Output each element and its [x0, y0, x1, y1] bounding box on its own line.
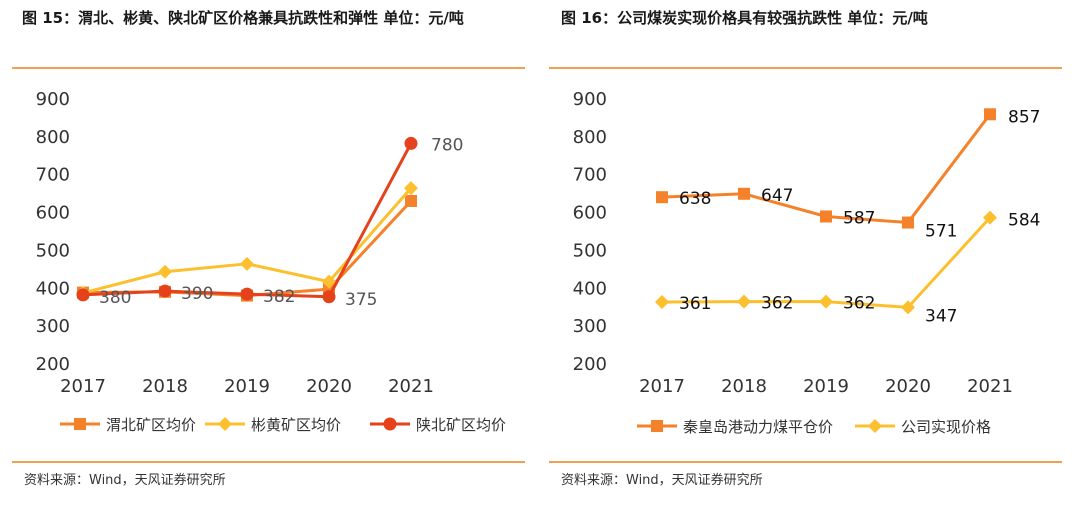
legend-label: 陕北矿区均价 [416, 416, 506, 434]
data-point [158, 264, 172, 279]
data-label: 647 [761, 186, 793, 206]
data-label: 390 [181, 284, 213, 304]
data-point [819, 294, 833, 309]
y-tick-label: 400 [573, 278, 607, 299]
data-label: 638 [679, 189, 711, 209]
chart-panel-left: 图 15：渭北、彬黄、陕北矿区价格兼具抗跌性和弹性 单位：元/吨 200 300 4… [0, 0, 535, 507]
y-tick-label: 300 [573, 316, 607, 337]
data-point [656, 191, 668, 204]
series-line [82, 187, 413, 295]
y-tick-label: 500 [36, 240, 70, 261]
legend-marker [868, 419, 882, 433]
data-point [820, 210, 832, 223]
data-point [902, 216, 914, 229]
data-label: 362 [761, 294, 793, 314]
x-tick-label: 2018 [142, 376, 188, 397]
legend-label: 渭北矿区均价 [106, 416, 196, 434]
data-label: 857 [1008, 107, 1040, 127]
data-point [240, 256, 254, 271]
x-tick-label: 2017 [639, 376, 685, 397]
legend-marker [651, 420, 663, 432]
legend-label: 彬黄矿区均价 [251, 416, 341, 434]
y-tick-label: 200 [573, 354, 607, 375]
x-tick-label: 2019 [803, 376, 849, 397]
y-tick-label: 300 [36, 316, 70, 337]
x-tick-label: 2020 [885, 376, 931, 397]
data-point [76, 288, 90, 302]
data-point [405, 194, 417, 207]
source-note: 资料来源：Wind，天风证券研究所 [24, 473, 226, 488]
bottom-divider [12, 461, 525, 463]
data-point [322, 274, 336, 289]
y-tick-label: 900 [573, 89, 607, 110]
data-label: 584 [1008, 211, 1040, 231]
data-label: 361 [679, 294, 711, 314]
data-point [404, 136, 418, 150]
data-point [655, 295, 669, 310]
data-label: 380 [99, 288, 131, 308]
legend-label: 秦皇岛港动力煤平仓价 [683, 418, 833, 436]
x-tick-label: 2021 [388, 376, 434, 397]
y-tick-label: 600 [36, 203, 70, 224]
x-tick-label: 2021 [967, 376, 1013, 397]
top-divider [549, 67, 1062, 69]
data-point [737, 294, 751, 309]
y-tick-label: 600 [573, 203, 607, 224]
y-tick-label: 200 [36, 354, 70, 375]
data-label: 382 [263, 287, 295, 307]
data-point [404, 181, 418, 196]
y-tick-label: 700 [36, 165, 70, 186]
source-note: 资料来源：Wind，天风证券研究所 [561, 473, 763, 488]
data-label: 362 [843, 294, 875, 314]
data-point [738, 187, 750, 200]
y-tick-label: 900 [36, 89, 70, 110]
line-chart-left: 200 300 400 500 600 700 800 900 2017 2018 2019 2020… [36, 89, 506, 434]
data-point [983, 210, 997, 225]
legend-label: 公司实现价格 [901, 418, 991, 436]
data-label: 375 [345, 290, 377, 310]
y-tick-label: 800 [573, 127, 607, 148]
chart-title: 图 15：渭北、彬黄、陕北矿区价格兼具抗跌性和弹性 单位：元/吨 [22, 9, 464, 27]
chart-title: 图 16：公司煤炭实现价格具有较强抗跌性 单位：元/吨 [561, 9, 928, 27]
x-tick-label: 2018 [721, 376, 767, 397]
data-point [240, 287, 254, 301]
data-point [322, 290, 336, 304]
series-line [82, 142, 413, 299]
data-point [158, 284, 172, 298]
bottom-divider [549, 461, 1062, 463]
top-divider [12, 67, 525, 69]
legend-marker [383, 417, 397, 431]
data-point [901, 300, 915, 315]
y-tick-label: 400 [36, 278, 70, 299]
data-label: 587 [843, 208, 875, 228]
y-tick-label: 800 [36, 127, 70, 148]
y-tick-label: 500 [573, 240, 607, 261]
legend-marker [74, 418, 86, 430]
line-chart-right: 200 300 400 500 600 700 800 900 2017 2018 2019 2020… [573, 89, 1041, 436]
data-point [984, 108, 996, 121]
x-tick-label: 2017 [60, 376, 106, 397]
legend-marker [218, 417, 232, 431]
y-tick-label: 700 [573, 165, 607, 186]
data-label: 571 [925, 222, 957, 242]
data-label: 780 [431, 135, 463, 155]
data-label: 347 [925, 306, 957, 326]
x-tick-label: 2019 [224, 376, 270, 397]
x-tick-label: 2020 [306, 376, 352, 397]
chart-panel-right: 图 16：公司煤炭实现价格具有较强抗跌性 单位：元/吨 200 300 400 500… [545, 0, 1080, 507]
